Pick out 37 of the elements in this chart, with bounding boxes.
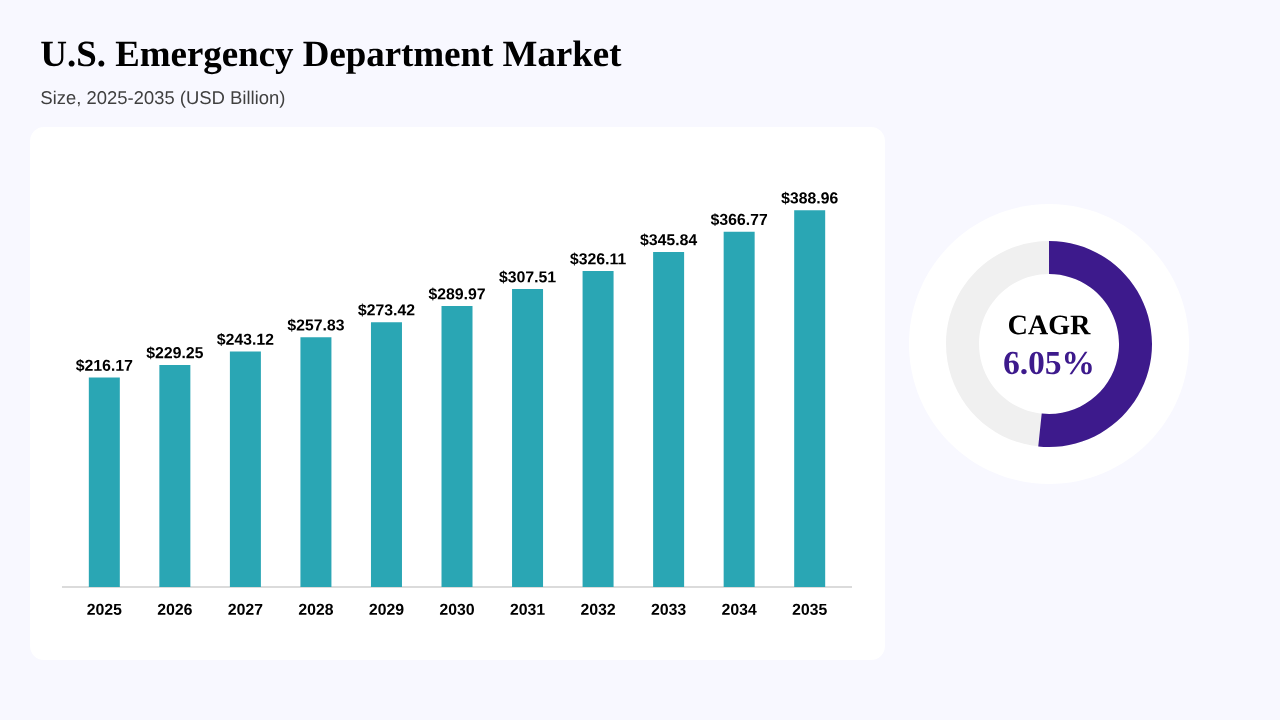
data-label: $257.83 <box>287 318 344 332</box>
x-tick-label: 2030 <box>439 603 474 615</box>
x-tick-label: 2033 <box>651 603 686 615</box>
chart-title: U.S. Emergency Department Market <box>41 40 622 75</box>
data-label: $366.77 <box>710 213 768 227</box>
bar <box>229 351 261 587</box>
bar <box>582 271 614 587</box>
bar <box>723 231 755 587</box>
chart-subtitle: Size, 2025-2035 (USD Billion) <box>41 90 285 108</box>
bar <box>300 337 332 587</box>
bar <box>370 322 402 587</box>
data-label: $289.97 <box>428 287 485 301</box>
text: CAGR <box>1009 315 1091 335</box>
data-label: $243.12 <box>217 332 274 346</box>
bar <box>512 289 544 587</box>
x-tick-label: 2026 <box>157 603 192 615</box>
data-label: $388.96 <box>781 191 838 205</box>
data-label: $307.51 <box>499 270 556 284</box>
data-label: $216.17 <box>75 359 133 372</box>
bar <box>653 251 685 587</box>
data-label: $345.84 <box>640 233 698 247</box>
bar <box>441 306 473 587</box>
x-tick-label: 2035 <box>792 603 827 615</box>
data-label: $326.11 <box>570 252 626 266</box>
data-label: $229.25 <box>146 346 203 360</box>
x-tick-label: 2025 <box>87 603 122 615</box>
data-label: $273.42 <box>358 303 415 317</box>
x-tick-label: 2029 <box>369 603 404 615</box>
bar <box>159 364 191 587</box>
bar <box>794 210 826 587</box>
x-tick-label: 2031 <box>510 603 545 615</box>
text: 6.05% <box>1004 351 1092 375</box>
x-tick-label: 2032 <box>581 603 616 615</box>
x-tick-label: 2028 <box>298 603 334 615</box>
bar <box>88 377 120 587</box>
x-tick-label: 2034 <box>722 603 757 615</box>
x-tick-label: 2027 <box>228 603 263 615</box>
